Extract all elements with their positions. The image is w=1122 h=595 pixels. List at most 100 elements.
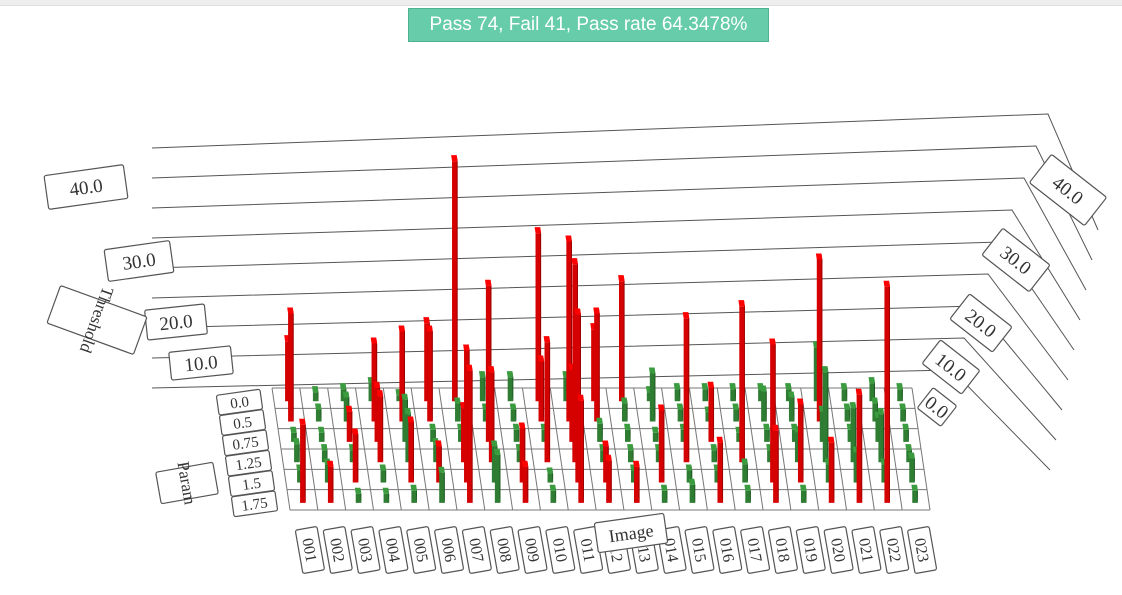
svg-text:005: 005 — [410, 537, 431, 564]
threshold-gridline — [151, 145, 1093, 261]
bar-016-1.75 — [716, 436, 724, 503]
svg-text:023: 023 — [911, 537, 932, 564]
bar-003-1.5 — [351, 428, 359, 483]
tick-label-image: 015 — [684, 526, 715, 574]
bar-012-0.5 — [593, 307, 600, 422]
svg-text:0.75: 0.75 — [232, 434, 260, 453]
bar-023-1.5 — [908, 452, 915, 483]
svg-text:1.5: 1.5 — [241, 476, 262, 494]
bar-016-0.75 — [707, 381, 715, 442]
tick-label-image: 001 — [294, 526, 325, 574]
svg-text:0.0: 0.0 — [229, 394, 250, 412]
x-axis-title: Image — [593, 512, 669, 554]
svg-text:20.0: 20.0 — [158, 311, 193, 335]
tick-label-param: 0.75 — [221, 429, 270, 457]
bar-007-0.5 — [454, 397, 461, 422]
bar-004-1.25 — [376, 390, 384, 463]
tick-label-image: 003 — [350, 526, 381, 574]
svg-text:007: 007 — [465, 537, 486, 564]
bar-018-1.75 — [772, 424, 779, 503]
tick-label-image: 018 — [768, 526, 798, 574]
svg-text:004: 004 — [382, 537, 403, 564]
tick-label-param: 0.0 — [215, 388, 264, 416]
bar-002-0.5 — [315, 403, 322, 422]
bar-010-1.75 — [549, 484, 557, 503]
svg-text:001: 001 — [298, 537, 319, 564]
tick-label-param: 1.5 — [227, 470, 276, 497]
tick-label-threshold: 10.0 — [168, 345, 234, 381]
bar-020-1.75 — [827, 436, 835, 503]
bar-012-1.75 — [605, 454, 612, 503]
bar-013-1.75 — [633, 460, 640, 503]
bar-014-0.5 — [648, 367, 656, 422]
tick-label-image: 016 — [712, 526, 743, 574]
bar-007-1.75 — [466, 364, 473, 503]
bar-021-0.0 — [840, 383, 848, 402]
bar-009-0.75 — [512, 423, 520, 442]
bar-008-0.0 — [478, 371, 486, 402]
bar-010-1.25 — [543, 336, 551, 463]
tick-label-threshold-back: 20.0 — [950, 293, 1012, 353]
bar-022-1.25 — [877, 408, 884, 463]
bar-013-0.5 — [621, 397, 628, 422]
svg-text:017: 017 — [744, 537, 765, 564]
bar-014-0.75 — [651, 426, 659, 442]
svg-text:009: 009 — [521, 537, 542, 564]
bar-016-0.0 — [701, 383, 709, 402]
svg-text:018: 018 — [771, 537, 792, 564]
bar-009-1.75 — [521, 460, 529, 503]
tick-label-param: 1.75 — [230, 490, 279, 518]
bar-004-1.75 — [382, 487, 390, 503]
bar-003-1.75 — [354, 487, 362, 503]
bar-019-0.5 — [788, 391, 795, 422]
tick-label-image: 023 — [907, 526, 938, 574]
bar-016-1.25 — [710, 444, 718, 463]
threshold-gridline — [151, 273, 1069, 381]
tick-label-image: 017 — [740, 526, 771, 574]
bar-001-0.5 — [287, 307, 294, 422]
svg-text:008: 008 — [493, 537, 514, 564]
bar-019-1.75 — [800, 484, 807, 503]
chart-bars — [284, 155, 918, 503]
bar-005-1.75 — [410, 484, 417, 503]
tick-label-threshold: 30.0 — [103, 240, 175, 282]
bar-013-1.25 — [627, 444, 634, 463]
svg-text:30.0: 30.0 — [121, 249, 157, 274]
svg-text:015: 015 — [688, 537, 709, 564]
tick-label-image: 021 — [851, 526, 882, 574]
threshold-gridline — [151, 337, 1057, 441]
bar-019-1.5 — [797, 398, 804, 483]
bar-006-0.5 — [426, 325, 433, 422]
bar-023-0.0 — [896, 383, 903, 402]
bar-006-1.75 — [438, 466, 445, 503]
tick-label-threshold: 40.0 — [43, 164, 129, 210]
tick-label-image: 005 — [406, 526, 437, 574]
tick-label-threshold: 20.0 — [144, 303, 208, 341]
svg-text:1.75: 1.75 — [241, 495, 269, 514]
tick-label-threshold-back: 10.0 — [922, 339, 980, 395]
svg-text:003: 003 — [354, 537, 375, 564]
bar-005-1.5 — [407, 416, 414, 483]
pass-rate-banner: Pass 74, Fail 41, Pass rate 64.3478% — [408, 8, 769, 42]
y-axis-title: Param — [155, 460, 219, 506]
svg-text:006: 006 — [438, 537, 459, 564]
bar-017-1.75 — [744, 484, 751, 503]
tick-label-threshold-back: 30.0 — [982, 228, 1050, 292]
threshold-gridline — [151, 113, 1099, 231]
bar-017-1.25 — [738, 300, 745, 463]
bar-017-1.5 — [741, 458, 748, 483]
chart-axis-labels: 0010020030040050060070080090100110120130… — [43, 154, 1107, 574]
tick-label-image: 020 — [823, 526, 854, 574]
svg-text:021: 021 — [855, 537, 876, 564]
bar-010-0.5 — [537, 355, 545, 422]
bar-021-0.5 — [843, 403, 851, 422]
bar-010-1.5 — [546, 467, 554, 483]
svg-text:10.0: 10.0 — [183, 352, 218, 376]
top-bar — [0, 0, 1122, 6]
bar-020-1.25 — [821, 366, 829, 463]
svg-text:0.5: 0.5 — [232, 415, 253, 433]
chart-floor-grid — [271, 387, 931, 511]
tick-label-image: 007 — [461, 526, 492, 574]
bar-015-1.75 — [688, 478, 696, 503]
